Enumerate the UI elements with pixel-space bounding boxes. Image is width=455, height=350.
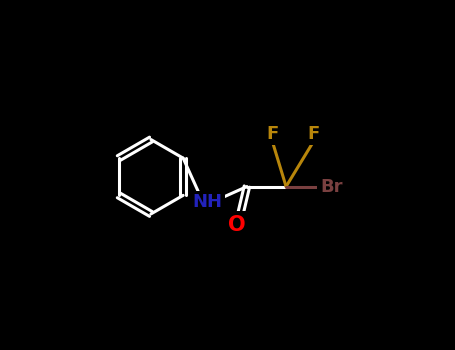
- Text: O: O: [228, 215, 246, 234]
- Text: NH: NH: [193, 193, 222, 211]
- Text: F: F: [308, 125, 319, 143]
- Text: F: F: [266, 125, 278, 143]
- Text: Br: Br: [320, 177, 343, 196]
